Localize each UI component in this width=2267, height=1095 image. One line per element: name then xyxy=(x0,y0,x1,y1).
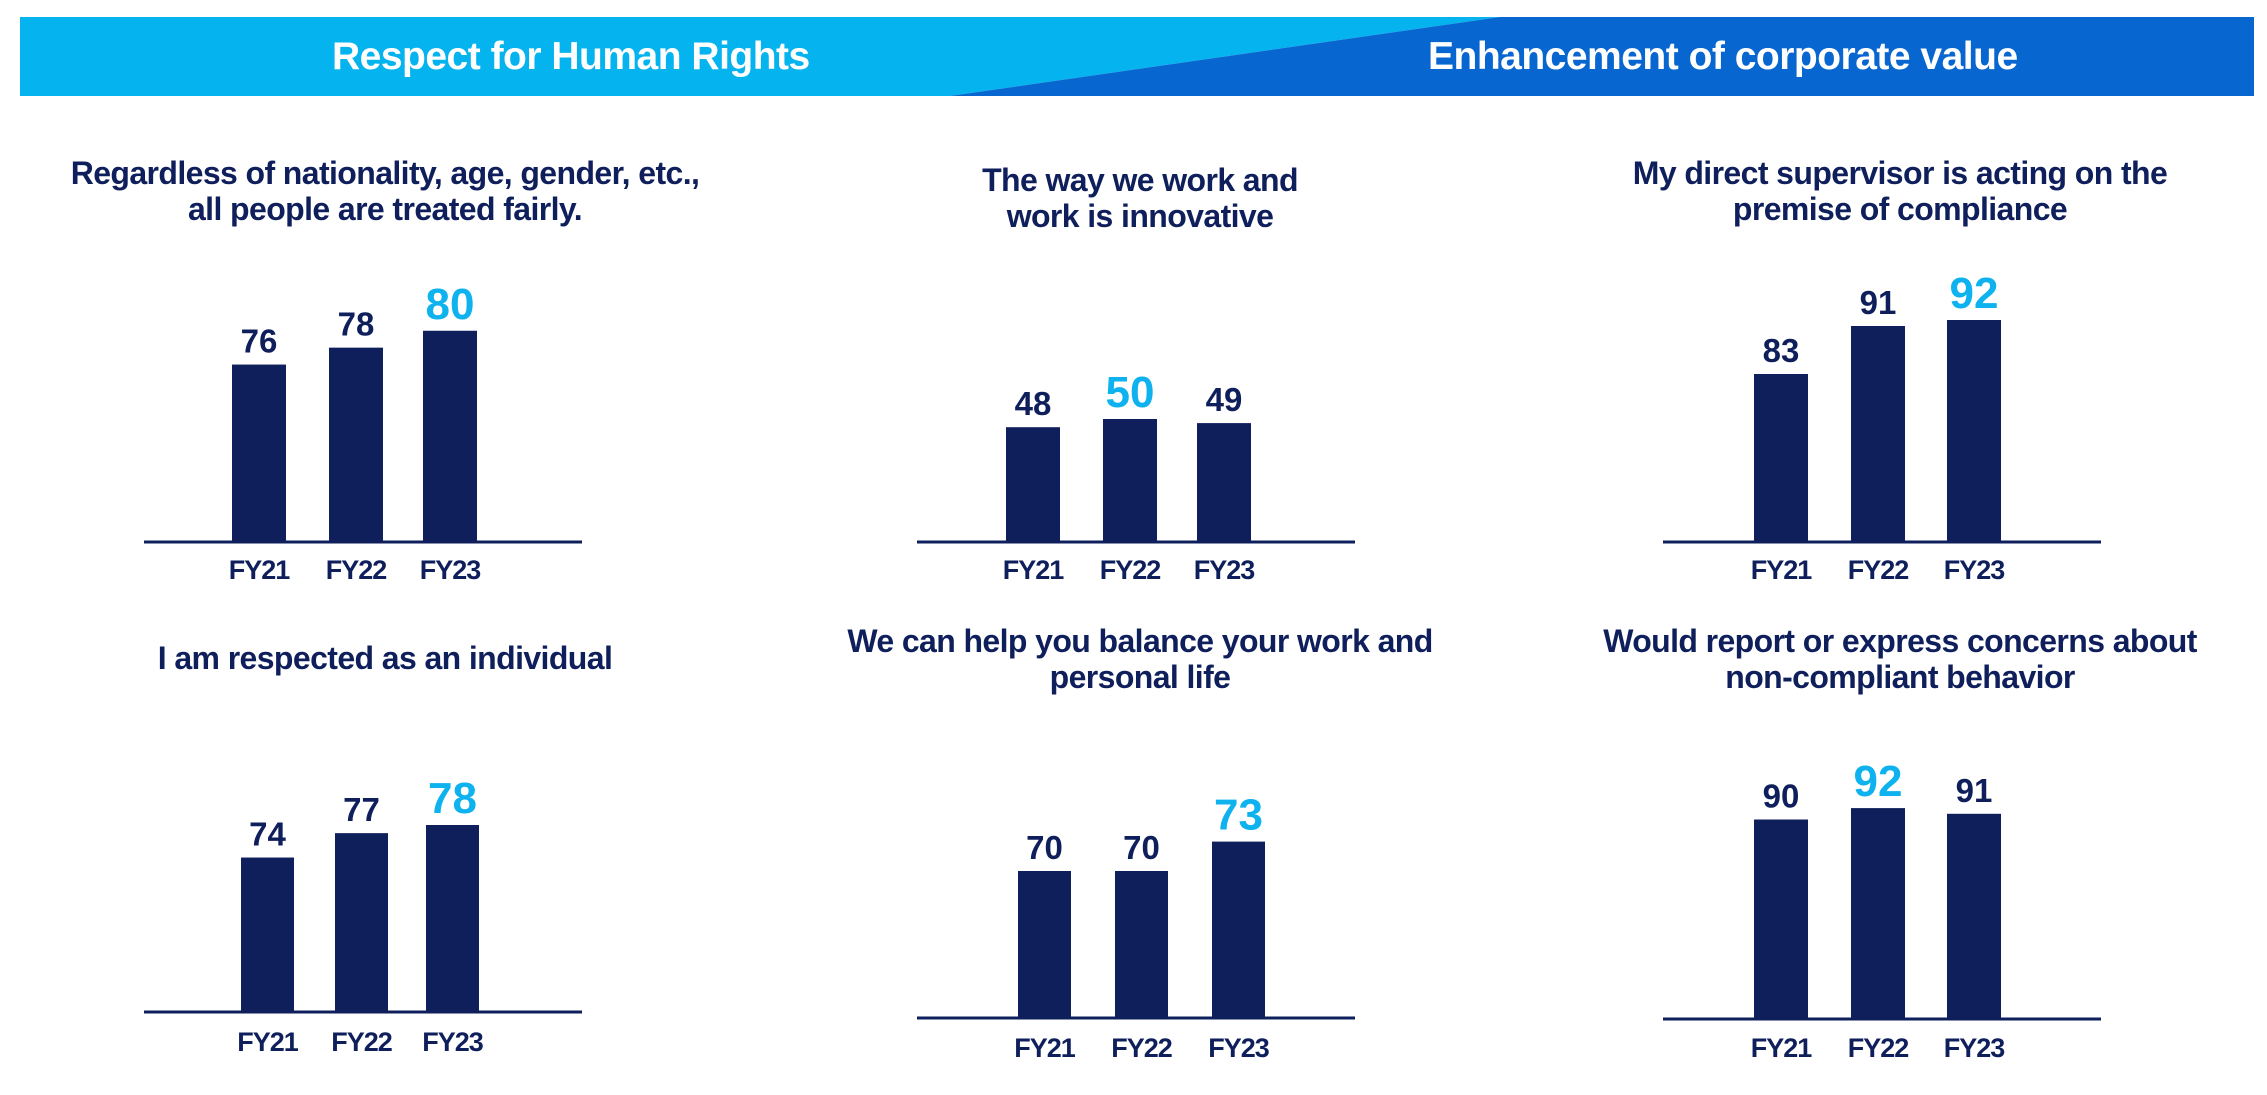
bar-fy21 xyxy=(1018,871,1071,1018)
x-tick-label: FY23 xyxy=(1208,1033,1270,1063)
chart-title-line-2: premise of compliance xyxy=(1732,191,2068,227)
data-label-fy22: 77 xyxy=(343,791,380,828)
chart-panel-report-concerns: Would report or express concerns about n… xyxy=(1580,620,2220,1070)
x-tick-label: FY22 xyxy=(331,1027,392,1057)
x-tick-label: FY23 xyxy=(1944,1033,2006,1063)
chart-title: Regardless of nationality, age, gender, … xyxy=(65,155,705,227)
data-label-fy21: 74 xyxy=(249,816,286,853)
bar-fy21 xyxy=(241,857,294,1012)
bar-chart-work-life-balance: 70 FY21 70 FY22 73 FY23 xyxy=(917,791,1355,1063)
chart-panel-fair-treatment: Regardless of nationality, age, gender, … xyxy=(65,150,705,600)
bar-fy21 xyxy=(1754,374,1808,542)
x-tick-label: FY22 xyxy=(1111,1033,1172,1063)
data-label-fy21: 83 xyxy=(1763,332,1800,369)
bar-fy22 xyxy=(329,347,383,542)
data-label-fy23: 49 xyxy=(1206,381,1243,418)
x-tick-label: FY23 xyxy=(420,555,482,585)
x-tick-label: FY21 xyxy=(229,555,291,585)
x-tick-label: FY21 xyxy=(1751,555,1813,585)
x-tick-label: FY22 xyxy=(326,555,387,585)
bar-fy21 xyxy=(232,364,286,542)
data-label-fy22: 70 xyxy=(1123,829,1160,866)
x-tick-label: FY21 xyxy=(1014,1033,1076,1063)
chart-title-line-2: non-compliant behavior xyxy=(1725,659,2075,695)
banner-title-human-rights: Respect for Human Rights xyxy=(332,35,810,78)
chart-title: My direct supervisor is acting on the pr… xyxy=(1580,155,2220,227)
chart-title-line-2: all people are treated fairly. xyxy=(187,191,583,227)
x-tick-label: FY22 xyxy=(1100,555,1161,585)
data-label-fy22: 91 xyxy=(1860,284,1897,321)
bar-fy22 xyxy=(335,833,388,1012)
data-label-fy21: 70 xyxy=(1026,829,1063,866)
chart-title-line-1: Regardless of nationality, age, gender, … xyxy=(70,155,700,191)
x-tick-label: FY21 xyxy=(237,1027,299,1057)
chart-panel-innovation: The way we work and work is innovative 4… xyxy=(820,150,1460,600)
data-label-fy21: 76 xyxy=(241,323,278,360)
x-tick-label: FY22 xyxy=(1848,1033,1909,1063)
data-label-fy23: 91 xyxy=(1956,772,1993,809)
chart-title: The way we work and work is innovative xyxy=(820,162,1460,234)
bar-fy22 xyxy=(1115,871,1168,1018)
bar-fy23 xyxy=(1197,423,1251,542)
chart-title-line-1: My direct supervisor is acting on the xyxy=(1632,155,2168,191)
banner-left-band xyxy=(20,17,1500,96)
data-label-fy23: 73 xyxy=(1214,791,1263,840)
bar-chart-respected-individual: 74 FY21 77 FY22 78 FY23 xyxy=(144,774,582,1057)
chart-title: I am respected as an individual xyxy=(65,640,705,676)
chart-title: Would report or express concerns about n… xyxy=(1580,623,2220,695)
bar-chart-innovation: 48 FY21 50 FY22 49 FY23 xyxy=(917,368,1355,585)
bar-chart-fair-treatment: 76 FY21 78 FY22 80 FY23 xyxy=(144,280,582,585)
x-tick-label: FY21 xyxy=(1003,555,1065,585)
bar-chart-supervisor-compliance: 83 FY21 91 FY22 92 FY23 xyxy=(1663,269,2101,585)
section-banner xyxy=(20,17,2254,96)
chart-title-line-2: personal life xyxy=(1049,659,1231,695)
banner-right-band xyxy=(950,17,2254,96)
chart-title-line-1: The way we work and xyxy=(982,162,1298,198)
bar-fy21 xyxy=(1754,819,1808,1019)
x-tick-label: FY23 xyxy=(1944,555,2006,585)
chart-panel-supervisor-compliance: My direct supervisor is acting on the pr… xyxy=(1580,150,2220,600)
chart-panel-respected-individual: I am respected as an individual 74 FY21 77… xyxy=(65,620,705,1070)
x-tick-label: FY22 xyxy=(1848,555,1909,585)
chart-title-line-1: I am respected as an individual xyxy=(157,640,613,676)
x-tick-label: FY23 xyxy=(422,1027,484,1057)
bar-fy23 xyxy=(1947,320,2001,542)
bar-fy22 xyxy=(1851,808,1905,1019)
chart-title: We can help you balance your work and pe… xyxy=(820,623,1460,695)
data-label-fy23: 92 xyxy=(1950,269,1999,318)
data-label-fy22: 50 xyxy=(1106,368,1155,417)
banner-title-corporate-value: Enhancement of corporate value xyxy=(1428,35,2018,78)
data-label-fy23: 78 xyxy=(428,774,477,823)
x-tick-label: FY21 xyxy=(1751,1033,1813,1063)
data-label-fy22: 92 xyxy=(1854,757,1903,806)
chart-title-line-1: Would report or express concerns about xyxy=(1603,623,2197,659)
data-label-fy21: 48 xyxy=(1015,385,1052,422)
bar-fy23 xyxy=(1212,841,1265,1018)
bar-fy23 xyxy=(426,825,479,1012)
chart-panel-work-life-balance: We can help you balance your work and pe… xyxy=(820,620,1460,1070)
bar-fy21 xyxy=(1006,427,1060,542)
x-tick-label: FY23 xyxy=(1194,555,1256,585)
data-label-fy22: 78 xyxy=(338,306,375,343)
bar-fy22 xyxy=(1103,419,1157,542)
bar-fy23 xyxy=(1947,813,2001,1019)
chart-title-line-1: We can help you balance your work and xyxy=(847,623,1433,659)
data-label-fy23: 80 xyxy=(426,280,475,329)
chart-title-line-2: work is innovative xyxy=(1006,198,1274,234)
bar-fy22 xyxy=(1851,326,1905,542)
bar-fy23 xyxy=(423,330,477,542)
data-label-fy21: 90 xyxy=(1763,778,1800,815)
bar-chart-report-concerns: 90 FY21 92 FY22 91 FY23 xyxy=(1663,757,2101,1063)
